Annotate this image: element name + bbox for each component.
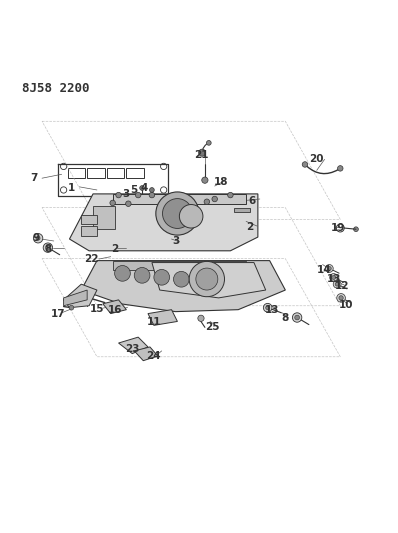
Text: 1: 1: [68, 183, 75, 193]
Bar: [107, 168, 125, 178]
Text: 22: 22: [84, 254, 98, 264]
Polygon shape: [103, 300, 127, 313]
Text: 7: 7: [31, 173, 38, 183]
Text: 3: 3: [172, 236, 179, 246]
Text: 15: 15: [90, 304, 104, 314]
Text: 2: 2: [246, 222, 254, 232]
Circle shape: [154, 270, 170, 285]
Bar: [127, 168, 144, 178]
Polygon shape: [152, 263, 266, 298]
Circle shape: [295, 315, 299, 320]
Text: 19: 19: [331, 223, 345, 233]
Circle shape: [202, 177, 208, 183]
Circle shape: [179, 205, 203, 228]
Polygon shape: [64, 290, 87, 306]
Circle shape: [327, 266, 331, 270]
Text: 8J58 2200: 8J58 2200: [22, 82, 90, 95]
Circle shape: [36, 236, 40, 240]
Text: 3: 3: [123, 189, 130, 199]
Polygon shape: [119, 337, 148, 353]
Circle shape: [339, 296, 343, 300]
Text: 23: 23: [125, 344, 140, 354]
Bar: [81, 215, 97, 224]
Text: 12: 12: [335, 281, 349, 291]
Circle shape: [115, 265, 130, 281]
Polygon shape: [234, 208, 250, 212]
Circle shape: [140, 185, 144, 190]
Text: 16: 16: [107, 305, 122, 316]
Text: 9: 9: [33, 233, 40, 243]
Circle shape: [162, 199, 192, 229]
Text: 18: 18: [213, 177, 228, 187]
Text: 5: 5: [131, 185, 138, 195]
Circle shape: [135, 192, 141, 198]
Polygon shape: [70, 194, 258, 251]
Circle shape: [337, 294, 345, 302]
Circle shape: [293, 313, 302, 322]
Circle shape: [174, 271, 189, 287]
Polygon shape: [148, 310, 178, 325]
Text: 20: 20: [310, 154, 324, 164]
Bar: [81, 227, 97, 236]
Circle shape: [326, 264, 333, 272]
Circle shape: [150, 188, 154, 192]
Polygon shape: [64, 284, 97, 308]
Circle shape: [207, 141, 211, 145]
Circle shape: [338, 166, 343, 171]
Circle shape: [156, 192, 199, 235]
Circle shape: [198, 315, 204, 321]
Text: 8: 8: [44, 244, 51, 254]
Circle shape: [302, 161, 308, 167]
Circle shape: [149, 192, 155, 198]
Text: 24: 24: [146, 351, 161, 361]
Circle shape: [189, 261, 224, 297]
Bar: [68, 168, 85, 178]
Polygon shape: [134, 347, 158, 361]
Circle shape: [354, 227, 358, 231]
Circle shape: [333, 280, 341, 288]
Circle shape: [228, 192, 233, 198]
Circle shape: [69, 305, 74, 310]
Circle shape: [332, 276, 336, 279]
Circle shape: [330, 273, 338, 281]
Text: 11: 11: [146, 317, 161, 327]
Text: 21: 21: [194, 150, 208, 160]
Polygon shape: [113, 261, 246, 270]
Text: 13: 13: [327, 274, 341, 284]
Circle shape: [134, 268, 150, 283]
Text: 17: 17: [51, 309, 65, 319]
Circle shape: [126, 201, 131, 206]
Text: 13: 13: [264, 305, 279, 314]
Text: 2: 2: [111, 244, 118, 254]
Circle shape: [45, 245, 50, 250]
Circle shape: [335, 282, 339, 286]
Circle shape: [33, 233, 43, 243]
Text: 14: 14: [317, 265, 332, 276]
Text: 10: 10: [339, 300, 353, 310]
Text: 8: 8: [282, 313, 289, 324]
Circle shape: [196, 268, 218, 290]
Text: 4: 4: [140, 183, 148, 193]
Polygon shape: [113, 194, 246, 204]
Bar: [87, 168, 105, 178]
Text: 6: 6: [248, 196, 256, 206]
Circle shape: [199, 149, 206, 156]
Circle shape: [212, 196, 217, 202]
Circle shape: [110, 200, 115, 206]
Polygon shape: [81, 261, 285, 312]
Circle shape: [204, 199, 210, 205]
Circle shape: [43, 243, 53, 252]
Circle shape: [266, 306, 269, 310]
Circle shape: [116, 192, 121, 198]
Text: 25: 25: [205, 322, 220, 333]
Polygon shape: [93, 206, 115, 229]
Circle shape: [263, 303, 272, 312]
